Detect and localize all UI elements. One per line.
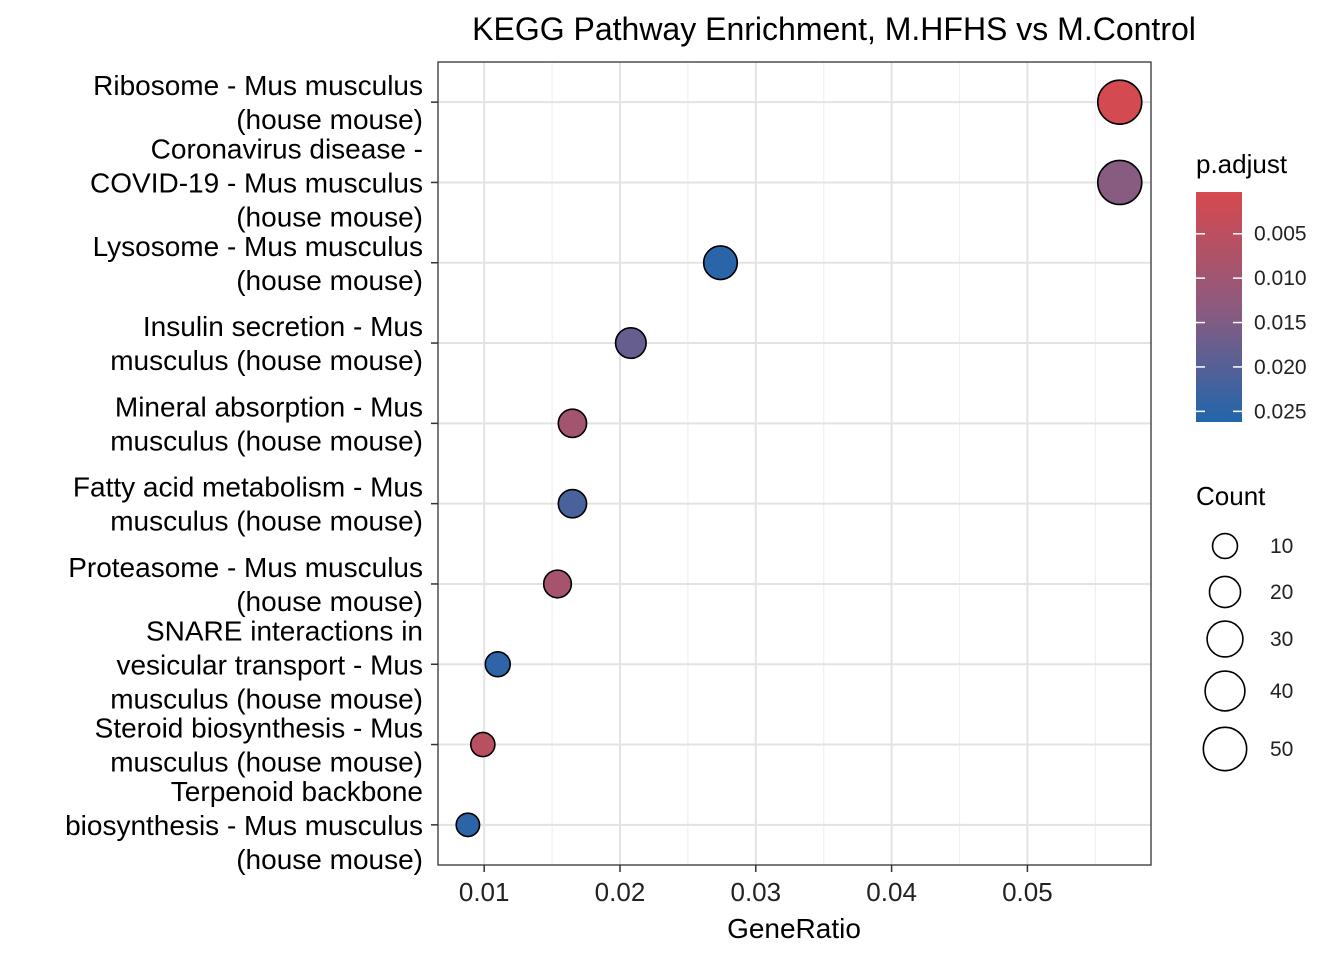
data-point [702, 245, 739, 281]
x-tick-label: 0.03 [730, 877, 781, 907]
padjust-legend-label: 0.020 [1254, 356, 1307, 379]
count-legend-key [1208, 575, 1242, 609]
x-tick-label: 0.02 [595, 877, 646, 907]
x-tick-label: 0.01 [459, 877, 510, 907]
count-legend-key [1206, 620, 1244, 658]
data-point [542, 569, 573, 599]
count-legend: Count 10 20 30 40 50 [1196, 481, 1293, 772]
count-legend-key [1202, 726, 1248, 772]
y-tick-label: Lysosome - Mus musculus (house mouse) [93, 231, 423, 296]
padjust-legend: p.adjust 0.005 0.010 0.015 0.020 0.025 [1196, 149, 1307, 423]
padjust-legend-label: 0.015 [1254, 312, 1307, 335]
y-tick-label: Ribosome - Mus musculus (house mouse) [93, 70, 423, 135]
data-point [1096, 159, 1143, 206]
data-point [557, 488, 588, 519]
x-axis: 0.01 0.02 0.03 0.04 0.05 [459, 865, 1053, 907]
x-tick-label: 0.04 [866, 877, 917, 907]
count-legend-key [1204, 670, 1246, 712]
count-legend-label: 40 [1270, 680, 1293, 703]
chart-title: KEGG Pathway Enrichment, M.HFHS vs M.Con… [472, 11, 1196, 47]
padjust-legend-title: p.adjust [1196, 149, 1288, 179]
y-tick-label: Mineral absorption - Mus musculus (house … [110, 391, 423, 456]
count-legend-label: 50 [1270, 738, 1293, 761]
count-legend-label: 30 [1270, 628, 1293, 651]
padjust-colorbar [1196, 192, 1242, 422]
y-tick-label: Coronavirus disease -COVID-19 - Mus musc… [90, 133, 423, 232]
y-tick-label: SNARE interactions in vesicular transport… [110, 615, 423, 714]
count-legend-label: 10 [1270, 535, 1293, 558]
x-axis-label: GeneRatio [727, 913, 861, 944]
padjust-legend-label: 0.005 [1254, 223, 1307, 246]
grid [438, 62, 1151, 865]
y-tick-label: Fatty acid metabolism - Mus musculus (hou… [73, 472, 423, 537]
y-tick-label: Insulin secretion - Mus musculus (house m… [110, 311, 423, 376]
count-legend-label: 20 [1270, 581, 1293, 604]
data-point [455, 812, 481, 838]
data-points [455, 79, 1143, 838]
data-point [469, 731, 496, 758]
y-tick-label: Terpenoid backbone biosynthesis - Mus mus… [65, 776, 423, 875]
count-legend-title: Count [1196, 481, 1266, 511]
y-tick-label: Steroid biosynthesis - Mus musculus (hous… [95, 713, 423, 778]
data-point [614, 326, 647, 360]
data-point [1096, 79, 1143, 125]
count-legend-key [1211, 532, 1239, 560]
data-point [484, 650, 512, 678]
data-point [557, 408, 588, 439]
y-axis: Ribosome - Mus musculus (house mouse)Coro… [65, 70, 438, 875]
y-tick-label: Proteasome - Mus musculus (house mouse) [68, 552, 423, 617]
padjust-legend-label: 0.010 [1254, 267, 1307, 290]
padjust-legend-label: 0.025 [1254, 400, 1307, 423]
plot-panel [437, 61, 1152, 866]
x-tick-label: 0.05 [1002, 877, 1053, 907]
